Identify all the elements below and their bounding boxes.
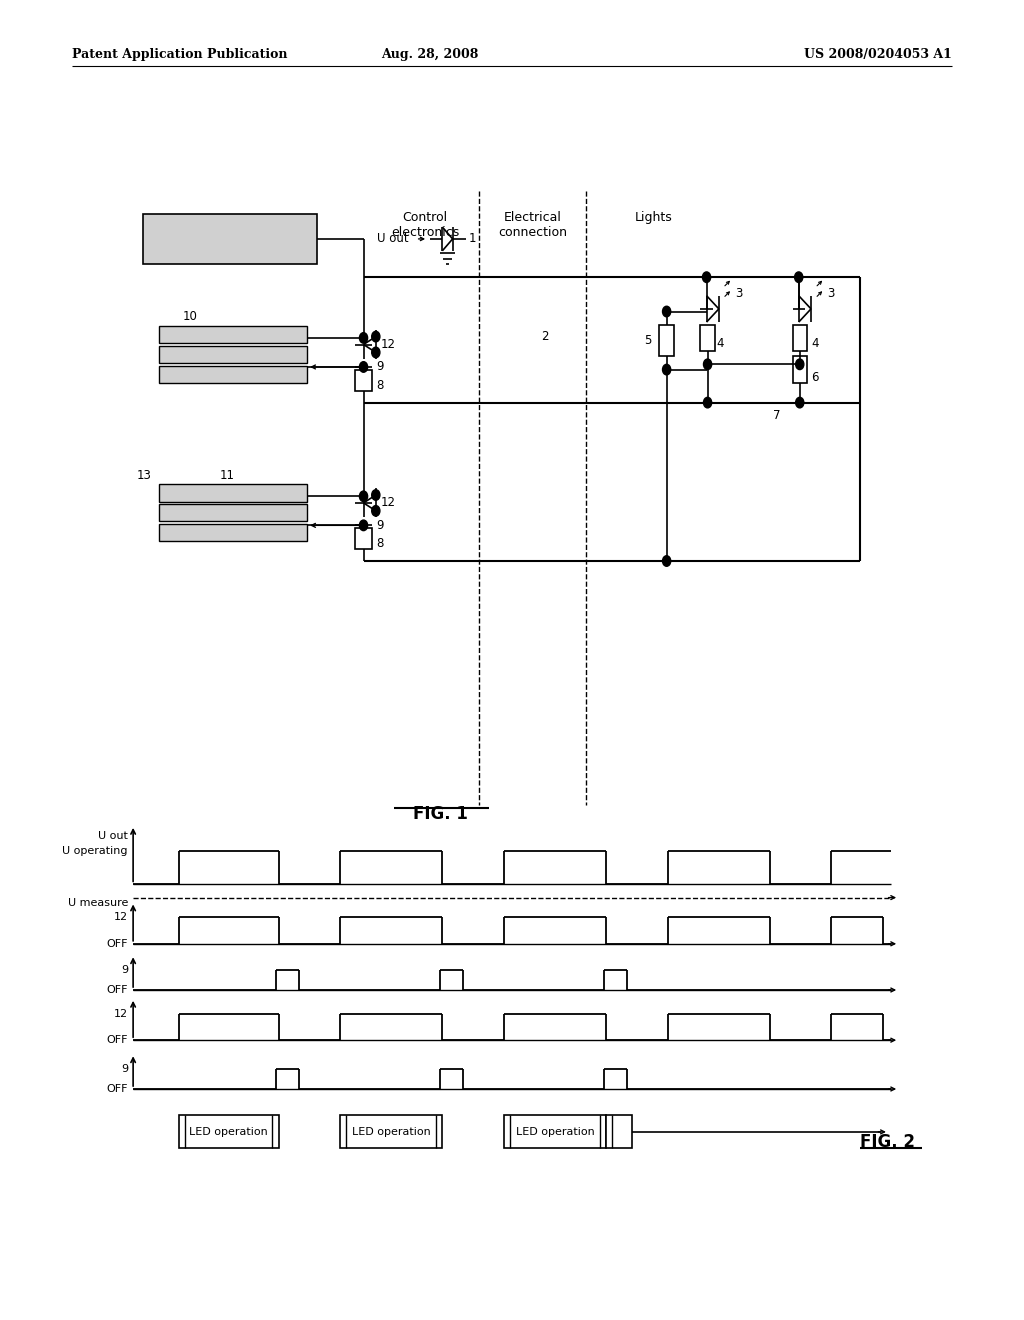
Text: 9: 9: [121, 965, 128, 975]
Text: LED operation: LED operation: [516, 1127, 594, 1137]
Bar: [340, 1115, 442, 1148]
Text: 1: 1: [469, 232, 476, 246]
Text: U operating: U operating: [62, 846, 128, 857]
Circle shape: [359, 362, 368, 372]
Text: 6: 6: [811, 371, 818, 384]
Text: LED operation: LED operation: [352, 1127, 430, 1137]
Text: OFF: OFF: [106, 939, 128, 949]
Bar: [659, 325, 674, 356]
Text: 3: 3: [827, 286, 835, 300]
Bar: [159, 346, 307, 363]
Text: Lights: Lights: [635, 211, 673, 224]
Text: OFF: OFF: [106, 1035, 128, 1045]
Text: Control
electronics: Control electronics: [391, 211, 459, 239]
Circle shape: [663, 306, 671, 317]
Bar: [355, 370, 372, 391]
Text: 2: 2: [541, 330, 548, 343]
Circle shape: [359, 333, 368, 343]
Circle shape: [359, 491, 368, 502]
Text: 11: 11: [220, 469, 236, 482]
Circle shape: [703, 359, 712, 370]
Text: 9: 9: [376, 519, 383, 532]
Text: FIG. 1: FIG. 1: [413, 805, 468, 824]
Text: 12: 12: [381, 338, 396, 351]
Circle shape: [795, 272, 803, 282]
Bar: [179, 1115, 279, 1148]
Circle shape: [372, 506, 380, 516]
Text: 4: 4: [811, 337, 818, 350]
Text: 8: 8: [376, 537, 383, 550]
Bar: [355, 528, 372, 549]
Bar: [143, 214, 317, 264]
Circle shape: [663, 556, 671, 566]
Bar: [793, 356, 807, 383]
Text: 9: 9: [121, 1064, 128, 1074]
Text: Aug. 28, 2008: Aug. 28, 2008: [381, 48, 479, 61]
Bar: [159, 326, 307, 343]
Text: 7: 7: [773, 409, 780, 422]
Circle shape: [372, 347, 380, 358]
Circle shape: [702, 272, 711, 282]
Text: US 2008/0204053 A1: US 2008/0204053 A1: [805, 48, 952, 61]
Text: U out: U out: [98, 830, 128, 841]
Text: Electrical
connection: Electrical connection: [498, 211, 567, 239]
Text: U measure: U measure: [68, 898, 128, 908]
Text: OFF: OFF: [106, 1084, 128, 1094]
Circle shape: [372, 331, 380, 342]
Circle shape: [359, 520, 368, 531]
Bar: [793, 325, 807, 351]
Text: 5: 5: [644, 334, 651, 347]
Bar: [700, 325, 715, 351]
Text: 12: 12: [114, 912, 128, 923]
Text: 13: 13: [136, 469, 152, 482]
Circle shape: [663, 364, 671, 375]
Bar: [606, 1115, 632, 1148]
Circle shape: [703, 397, 712, 408]
Text: Patent Application Publication: Patent Application Publication: [72, 48, 287, 61]
Text: FIG. 2: FIG. 2: [860, 1133, 915, 1151]
Text: 12: 12: [381, 496, 396, 510]
Text: 4: 4: [717, 337, 724, 350]
Text: U out: U out: [377, 232, 409, 246]
Text: 10: 10: [182, 310, 198, 323]
Text: LED operation: LED operation: [189, 1127, 268, 1137]
Text: 12: 12: [114, 1008, 128, 1019]
Bar: [159, 484, 307, 502]
Text: OFF: OFF: [106, 985, 128, 995]
Text: 8: 8: [376, 379, 383, 392]
Bar: [159, 504, 307, 521]
Bar: [159, 524, 307, 541]
Text: 3: 3: [735, 286, 742, 300]
Bar: [159, 366, 307, 383]
Circle shape: [796, 397, 804, 408]
Bar: [504, 1115, 606, 1148]
Text: 9: 9: [376, 360, 383, 374]
Circle shape: [372, 490, 380, 500]
Circle shape: [796, 359, 804, 370]
